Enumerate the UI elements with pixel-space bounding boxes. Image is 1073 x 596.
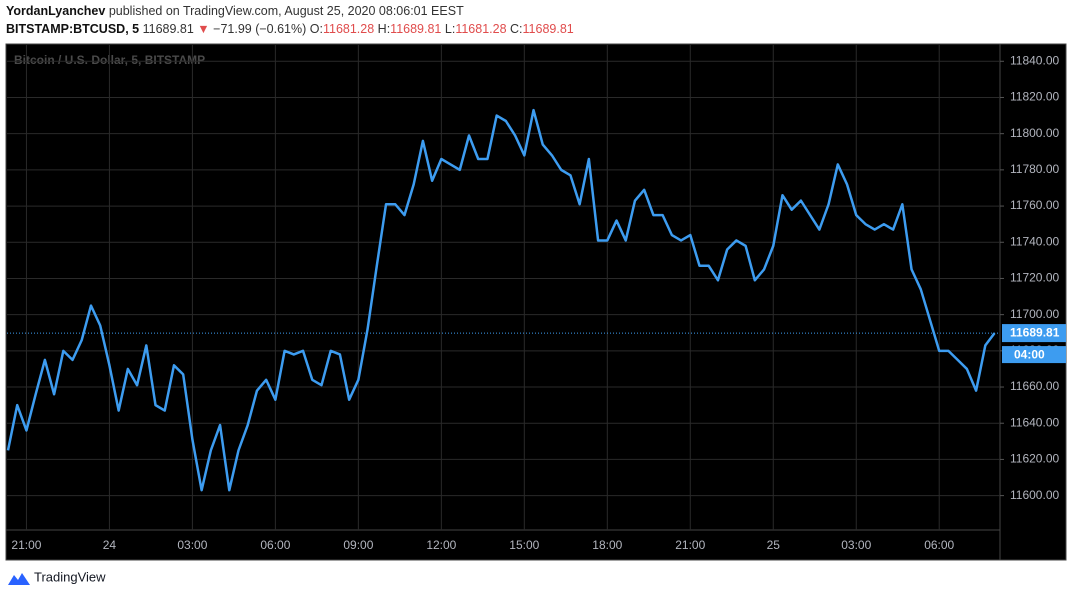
ohlc-value: 11689.81 <box>390 22 441 36</box>
ohlc-label: L: <box>445 22 455 36</box>
x-tick-label: 06:00 <box>924 538 954 552</box>
ohlc-label: H: <box>378 22 391 36</box>
last-price-box <box>1002 324 1066 343</box>
y-tick-label: 11800.00 <box>1010 126 1059 140</box>
y-tick-label: 11820.00 <box>1010 90 1059 104</box>
x-tick-label: 21:00 <box>675 538 705 552</box>
published: published on TradingView.com, August 25,… <box>109 4 464 18</box>
logo: TradingView <box>8 569 106 585</box>
x-tick-label: 18:00 <box>592 538 622 552</box>
countdown-box <box>1002 346 1066 364</box>
y-tick-label: 11700.00 <box>1010 307 1059 321</box>
x-tick-label: 06:00 <box>260 538 290 552</box>
header-line-1: YordanLyanchev published on TradingView.… <box>6 4 464 18</box>
y-tick-label: 11720.00 <box>1010 271 1059 285</box>
x-tick-label: 21:00 <box>11 538 41 552</box>
ohlc-label: C: <box>510 22 523 36</box>
ohlc-value: 11681.28 <box>455 22 506 36</box>
ohlc-value: 11681.28 <box>323 22 374 36</box>
countdown-label: 04:00 <box>1014 347 1045 361</box>
y-tick-label: 11760.00 <box>1010 198 1059 212</box>
x-tick-label: 24 <box>103 538 117 552</box>
y-tick-label: 11660.00 <box>1010 379 1059 393</box>
x-tick-label: 15:00 <box>509 538 539 552</box>
y-tick-label: 11600.00 <box>1010 488 1059 502</box>
y-tick-label: 11620.00 <box>1010 452 1059 466</box>
symbol: BITSTAMP:BTCUSD, 5 <box>6 22 139 36</box>
x-tick-label: 25 <box>767 538 781 552</box>
price: 11689.81 <box>143 22 194 36</box>
x-tick-label: 12:00 <box>426 538 456 552</box>
price-line <box>6 108 996 492</box>
x-tick-label: 09:00 <box>343 538 373 552</box>
x-tick-label: 03:00 <box>177 538 207 552</box>
last-price-label: 11689.81 <box>1010 325 1060 339</box>
chart-background <box>5 43 1067 561</box>
header-line-2: BITSTAMP:BTCUSD, 5 11689.81 ▼ −71.99 (−0… <box>6 22 574 36</box>
arrow: ▼ <box>197 22 209 36</box>
y-tick-label: 11640.00 <box>1010 415 1059 429</box>
y-tick-label: 11780.00 <box>1010 162 1059 176</box>
change: −71.99 (−0.61%) <box>213 22 306 36</box>
ohlc-value: 11689.81 <box>523 22 574 36</box>
ohlc-label: O: <box>310 22 323 36</box>
y-tick-label: 11740.00 <box>1010 234 1059 248</box>
x-tick-label: 03:00 <box>841 538 871 552</box>
logo-icon <box>8 573 30 585</box>
brand[interactable]: TradingView <box>34 569 106 584</box>
y-tick-label: 11840.00 <box>1010 53 1059 67</box>
author: YordanLyanchev <box>6 4 105 18</box>
